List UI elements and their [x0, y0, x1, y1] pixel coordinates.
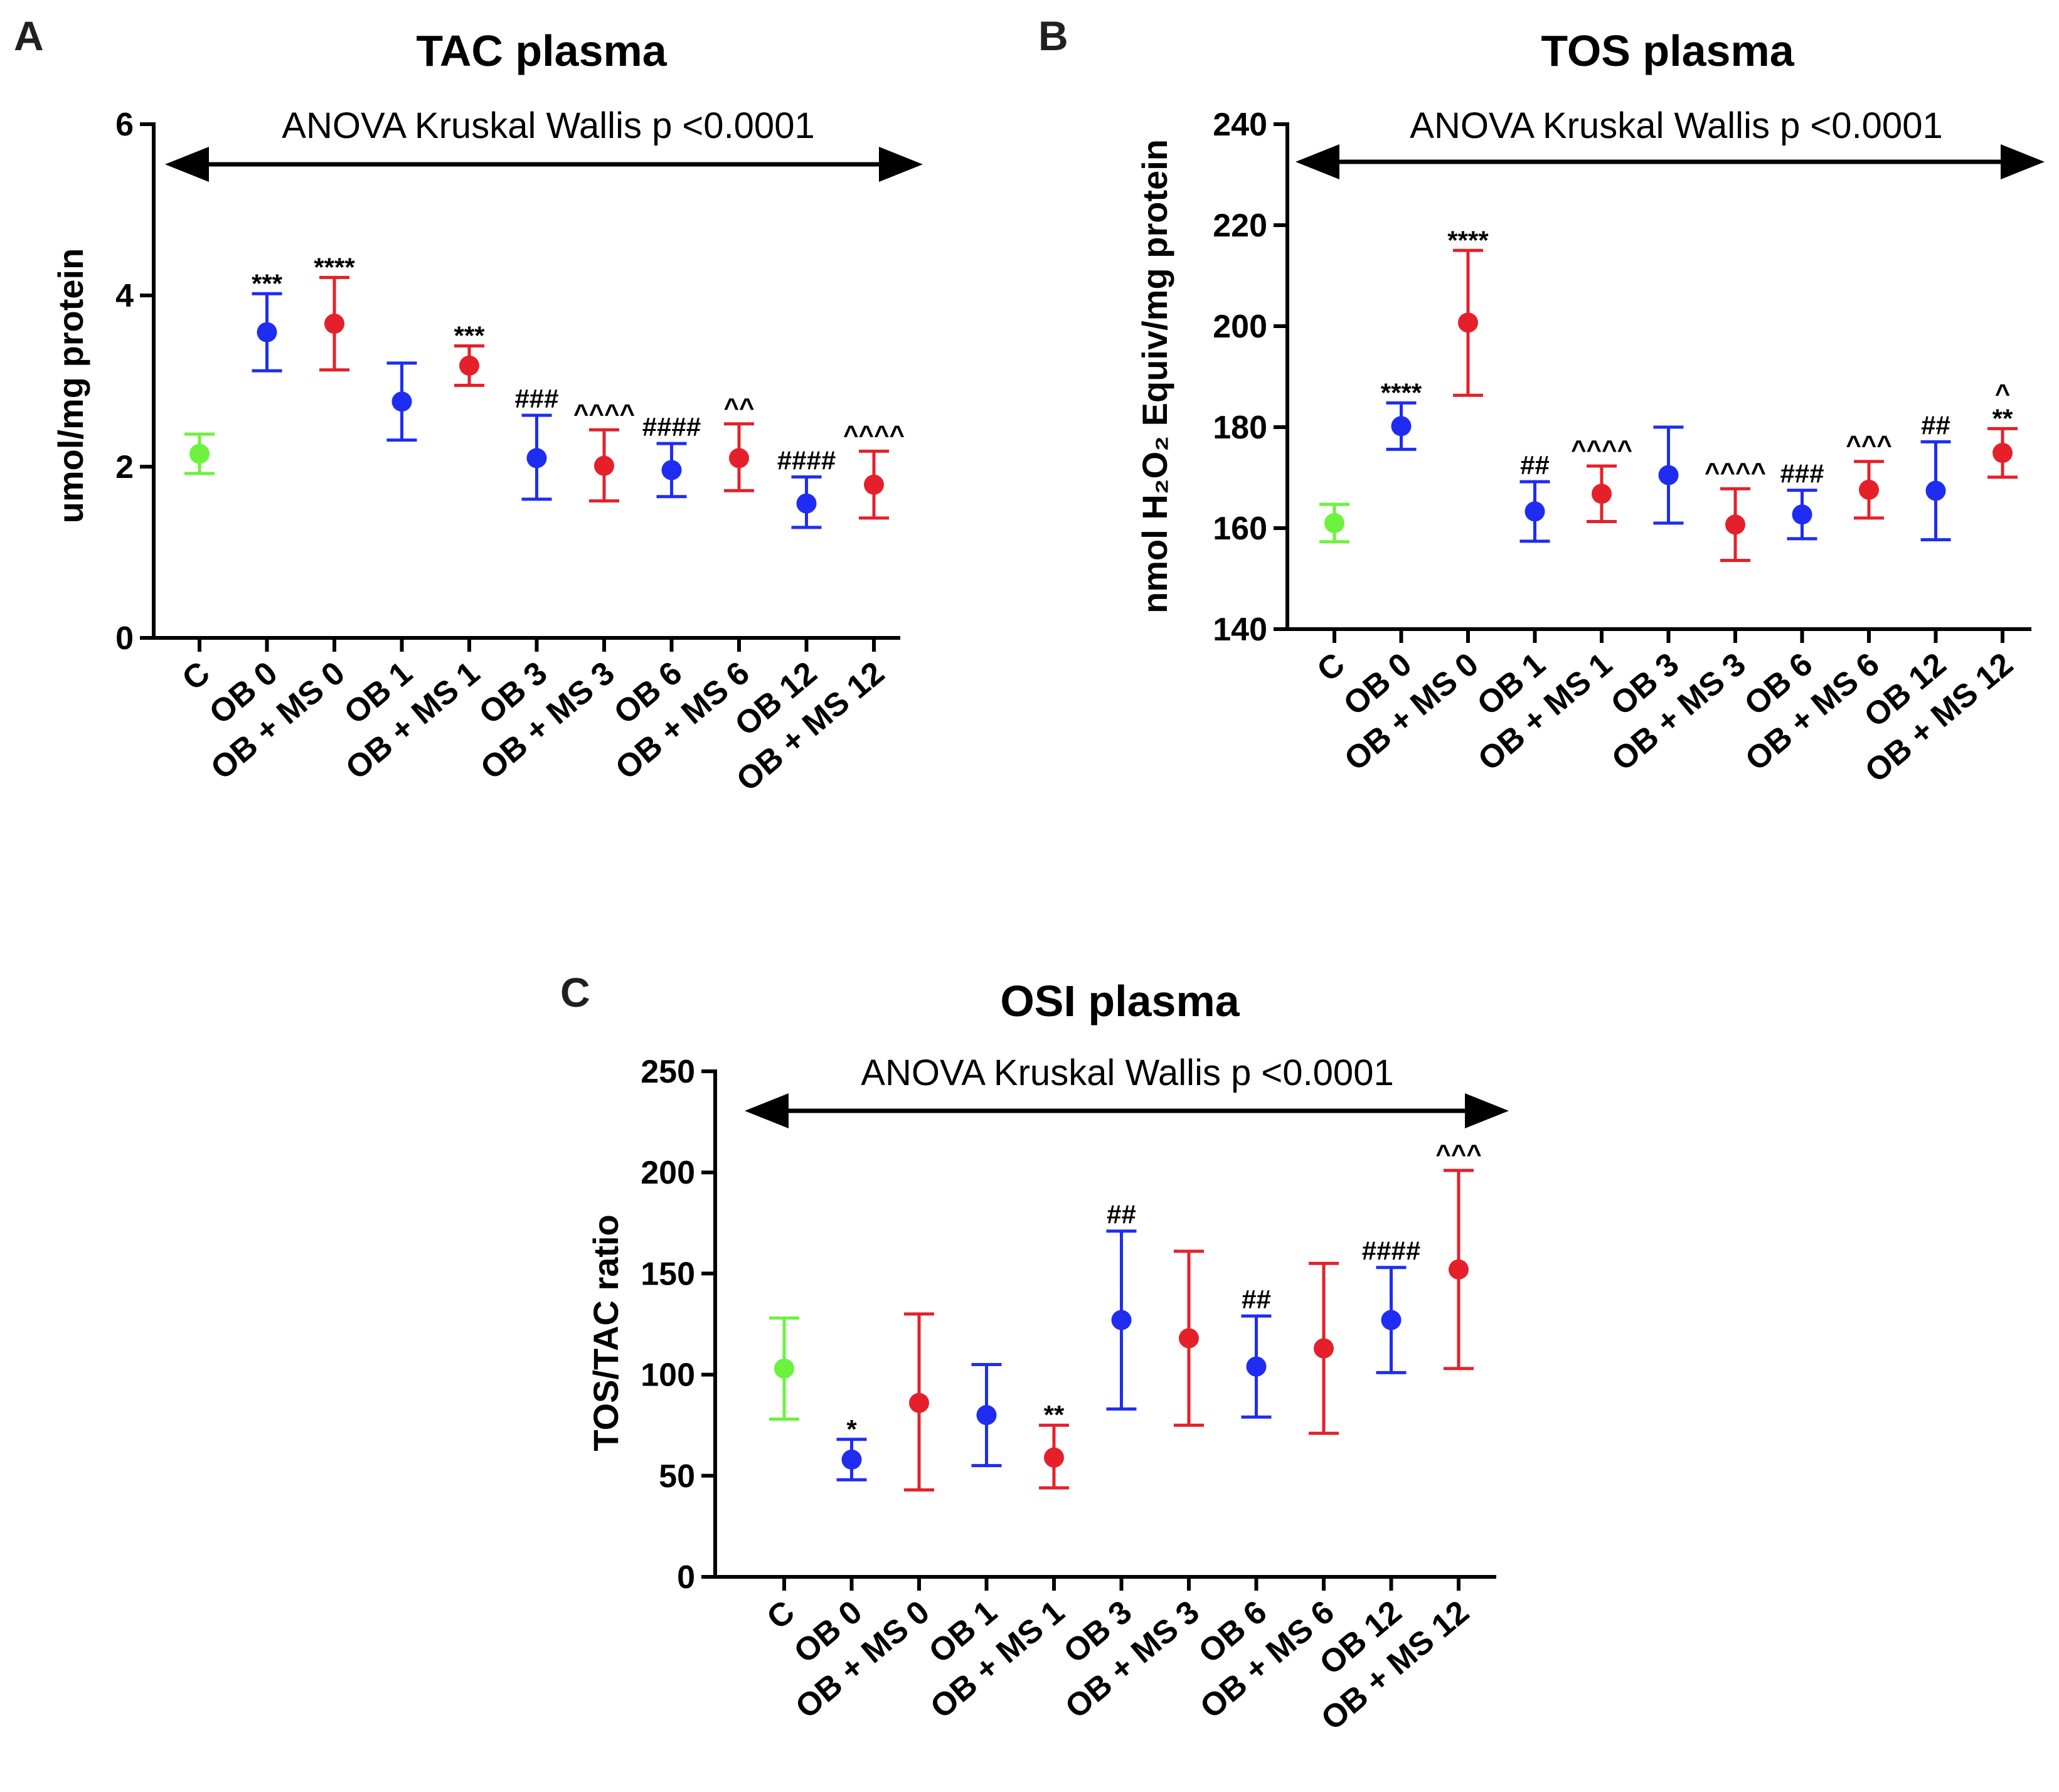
y-tick-label: 240 [1213, 107, 1267, 143]
data-point [1179, 1328, 1199, 1349]
data-point [257, 322, 277, 342]
y-axis-label: TOS/TAC ratio [586, 1214, 625, 1451]
data-point [1381, 1310, 1402, 1330]
data-point [976, 1405, 997, 1426]
data-point [1391, 416, 1412, 437]
y-tick-label: 150 [641, 1256, 695, 1292]
data-point [796, 493, 817, 514]
data-point [864, 474, 884, 495]
x-tick-label: C [1311, 646, 1352, 689]
data-point [1725, 514, 1745, 535]
significance-mark: ## [1520, 450, 1550, 480]
significance-mark: ## [1107, 1200, 1136, 1229]
y-tick-label: 140 [1213, 612, 1267, 648]
data-point [1792, 504, 1812, 525]
y-tick-label: 0 [677, 1559, 695, 1596]
anova-annotation: ANOVA Kruskal Wallis p <0.0001 [1410, 105, 1942, 146]
data-point [1524, 501, 1545, 522]
significance-mark: ## [1242, 1285, 1271, 1314]
significance-mark: ^ [1995, 378, 2011, 408]
significance-mark: ^^^ [1435, 1139, 1482, 1169]
significance-mark: **** [1447, 225, 1489, 255]
panel-letter: B [1038, 13, 1068, 59]
panel-b: B TOS plasma ANOVA Kruskal Wallis p <0.0… [1038, 13, 2045, 790]
significance-mark: ^^^^ [1705, 457, 1766, 487]
significance-mark: #### [642, 412, 701, 442]
data-point [594, 455, 614, 476]
y-tick-label: 220 [1213, 208, 1267, 244]
panel-a: A TAC plasma ANOVA Kruskal Wallis p <0.0… [14, 13, 923, 798]
significance-mark: *** [454, 321, 485, 351]
data-point [1592, 484, 1612, 504]
significance-mark: *** [252, 268, 283, 298]
data-point [1044, 1447, 1064, 1468]
chart-title: OSI plasma [1000, 977, 1240, 1026]
y-axis-label: umol/mg protein [51, 248, 90, 524]
anova-annotation: ANOVA Kruskal Wallis p <0.0001 [282, 105, 814, 146]
y-tick-label: 100 [641, 1357, 695, 1394]
data-point [909, 1392, 929, 1413]
data-point [841, 1450, 862, 1470]
data-point [1658, 465, 1679, 485]
data-point [1324, 512, 1344, 533]
significance-mark: ^^^^ [843, 420, 905, 449]
chart-title: TOS plasma [1541, 26, 1794, 75]
data-point [774, 1358, 794, 1379]
data-point [1449, 1259, 1469, 1280]
data-point [459, 355, 479, 376]
significance-mark: * [846, 1414, 857, 1444]
significance-mark: ### [1780, 459, 1824, 489]
y-tick-label: 160 [1213, 511, 1267, 547]
significance-mark: ^^ [723, 393, 754, 422]
data-point [1111, 1310, 1132, 1330]
significance-mark: #### [777, 445, 836, 475]
significance-mark: **** [314, 252, 355, 282]
y-tick-label: 250 [641, 1054, 695, 1090]
data-point [661, 460, 682, 480]
y-tick-label: 2 [115, 449, 134, 485]
significance-mark: ### [514, 384, 558, 413]
x-tick-label: C [760, 1594, 802, 1637]
significance-mark: ^^^ [1846, 430, 1892, 460]
significance-mark: ## [1921, 410, 1950, 440]
significance-mark: #### [1362, 1236, 1420, 1266]
y-tick-label: 180 [1213, 410, 1267, 446]
data-point [189, 443, 210, 464]
data-point [1925, 480, 1946, 501]
y-tick-label: 200 [1213, 309, 1267, 345]
y-tick-label: 6 [115, 107, 134, 143]
significance-mark: ** [1044, 1400, 1065, 1429]
chart-title: TAC plasma [416, 26, 667, 75]
data-point [324, 314, 344, 334]
panel-letter: C [560, 969, 590, 1015]
panel-c: C OSI plasma ANOVA Kruskal Wallis p <0.0… [560, 969, 1509, 1737]
y-axis-label: nmol H₂O₂ Equiv/mg protein [1135, 139, 1174, 613]
significance-mark: **** [1381, 378, 1422, 407]
y-tick-label: 4 [115, 278, 134, 314]
anova-annotation: ANOVA Kruskal Wallis p <0.0001 [861, 1052, 1393, 1093]
x-tick-label: C [176, 655, 217, 698]
significance-mark: ^^^^ [573, 398, 635, 428]
significance-mark: ^^^^ [1571, 435, 1632, 464]
data-point [526, 448, 547, 469]
data-point [1859, 479, 1879, 500]
data-point [1458, 312, 1478, 333]
data-point [391, 391, 412, 412]
data-point [1246, 1356, 1267, 1377]
significance-mark: ** [1992, 403, 2013, 433]
y-tick-label: 0 [115, 620, 134, 657]
panel-letter: A [14, 13, 44, 59]
data-point [1314, 1338, 1334, 1359]
data-point [729, 448, 749, 469]
data-point [1992, 443, 2013, 464]
y-tick-label: 200 [641, 1155, 695, 1191]
y-tick-label: 50 [659, 1458, 695, 1495]
